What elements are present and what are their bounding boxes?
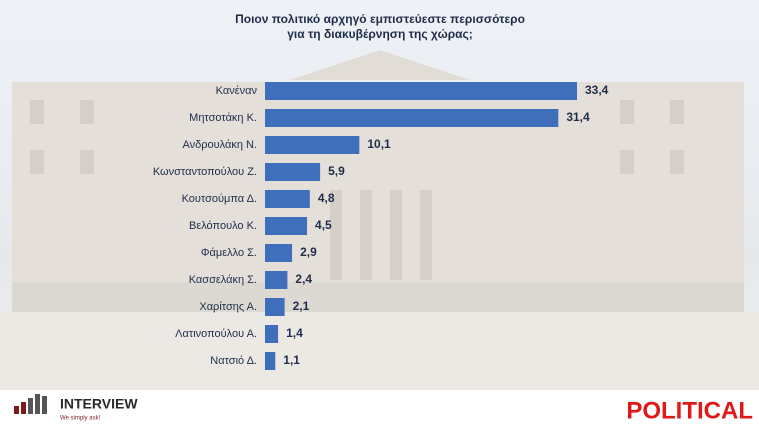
value-label: 2,4	[295, 272, 312, 286]
value-label: 4,8	[318, 191, 335, 205]
value-label: 10,1	[367, 137, 391, 151]
value-label: 5,9	[328, 164, 345, 178]
logo-tagline: We simply ask!	[60, 416, 101, 422]
bar	[265, 325, 279, 343]
bar	[265, 244, 293, 262]
category-label: Λατινοπούλου Α.	[175, 328, 257, 340]
category-label: Κωνσταντοπούλου Ζ.	[153, 166, 257, 178]
category-label: Κανέναν	[216, 85, 258, 97]
category-label: Μητσοτάκη Κ.	[189, 112, 257, 124]
logo-text: INTERVIEW	[60, 396, 138, 412]
category-label: Φάμελλο Σ.	[201, 247, 257, 259]
bar	[265, 136, 360, 154]
bar	[265, 217, 308, 235]
bar	[265, 298, 285, 316]
category-label: Κουτσούμπα Δ.	[182, 193, 257, 205]
bar	[265, 163, 321, 181]
bar	[265, 352, 276, 370]
logo-political: POLITICAL	[626, 397, 753, 424]
category-label: Βελόπουλο Κ.	[189, 220, 257, 232]
chart-title: Ποιον πολιτικό αρχηγό εμπιστεύεστε περισ…	[235, 12, 525, 26]
value-label: 31,4	[566, 110, 590, 124]
value-label: 2,1	[293, 299, 310, 313]
value-label: 4,5	[315, 218, 332, 232]
category-label: Χαρίτσης Α.	[199, 301, 257, 313]
category-label: Ανδρουλάκη Ν.	[182, 139, 257, 151]
bar	[265, 190, 310, 208]
value-label: 1,4	[286, 326, 303, 340]
bar	[265, 109, 559, 127]
bar	[265, 82, 577, 100]
value-label: 1,1	[283, 353, 300, 367]
category-label: Κασσελάκη Σ.	[189, 274, 257, 286]
value-label: 2,9	[300, 245, 317, 259]
value-label: 33,4	[585, 83, 609, 97]
bar	[265, 271, 288, 289]
logo-interview: INTERVIEW We simply ask!	[14, 394, 138, 422]
chart-title: για τη διακυβέρνηση της χώρας;	[287, 27, 473, 41]
category-label: Νατσιό Δ.	[210, 355, 257, 367]
